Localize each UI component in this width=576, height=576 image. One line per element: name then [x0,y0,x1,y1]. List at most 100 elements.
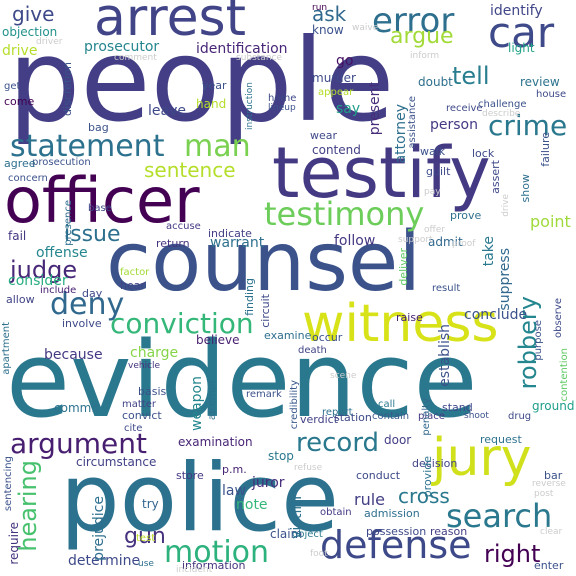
word: guilt [426,165,451,178]
word: police [60,444,339,553]
word: testimony [264,195,425,233]
word: ground [532,399,575,413]
word: station [334,411,372,424]
word: record [296,428,380,458]
word: drive [501,194,511,217]
word: deny [50,287,125,322]
word: officer [4,164,200,237]
word: inform [410,51,440,61]
word: place [418,411,445,422]
word: vehicle [128,361,161,371]
word: come [4,95,35,108]
word: basis [138,385,167,398]
word: admit [428,235,463,249]
word: drug [508,411,532,422]
word: note [236,497,268,513]
word: tell [452,62,490,90]
word: convict [122,409,162,422]
word: evidence [6,319,478,441]
word: indicate [208,227,252,240]
word: offense [36,245,88,261]
word: witness [302,294,499,354]
word: waive [352,23,379,33]
word: issue [64,222,121,247]
word: person [430,117,478,133]
word: people [8,14,395,147]
word: identify [490,3,543,19]
word: rule [354,490,386,509]
word: home [268,93,297,104]
word: finding [243,278,256,316]
word: determine [68,553,141,569]
word: commit [54,401,100,415]
word: admission [364,507,420,520]
word: circuit [259,294,272,328]
word: receive [446,103,483,114]
word: provide [421,456,434,498]
word: present [367,82,383,136]
word: murder [312,71,356,85]
word: request [480,433,522,446]
word: say [336,101,361,117]
word: include [40,285,77,296]
word: accuse [166,221,201,232]
word: apartment [1,322,12,375]
word: observe [553,298,564,339]
word: drive [2,43,38,59]
word: argument [10,427,147,460]
word: p.m. [222,463,247,476]
word: argue [390,24,454,49]
word: arrest [94,0,247,48]
word: foot [310,549,328,559]
word: purpose [533,320,544,361]
word: comment [114,53,157,63]
word: walk [420,145,446,158]
word: concern [8,173,48,184]
word: right [484,540,541,568]
word: matter [122,399,156,410]
word: clear [540,527,563,537]
word: examination [178,435,253,449]
word: leave [148,103,186,119]
word: shoot [464,411,489,421]
word: factor [120,267,150,278]
word: presence [63,200,74,246]
word: testify [272,132,491,214]
word: car [488,8,555,57]
word: error [372,1,455,41]
word: agree [4,157,36,170]
word: try [142,497,159,511]
word: reason [430,525,468,538]
word: objection [2,25,58,39]
word: follow [334,233,376,249]
word: base [88,203,112,214]
word: review [520,75,560,89]
word: object [292,529,323,540]
word: search [446,497,553,535]
word: proof [452,239,476,249]
word: discretion [61,62,74,116]
word: prove [450,209,482,222]
word: hand [196,97,227,111]
word: hear [120,279,146,292]
word: law [222,483,246,499]
word: contend [312,143,361,157]
word: prosecutor [84,39,160,55]
word: motion [164,535,270,570]
word: suppress [497,248,513,311]
word: jury [432,428,532,488]
word: because [44,347,103,363]
word: support [398,235,433,245]
word: attempt [207,380,218,421]
word: attorney [393,104,409,164]
word: decision [412,457,458,470]
word: raise [396,311,423,324]
word: examine [264,329,312,342]
word: call [378,399,396,410]
word: require [7,522,21,565]
word: point [530,212,571,231]
word: assert [489,160,502,194]
word: statement [10,129,165,164]
word: doubt [418,75,453,89]
